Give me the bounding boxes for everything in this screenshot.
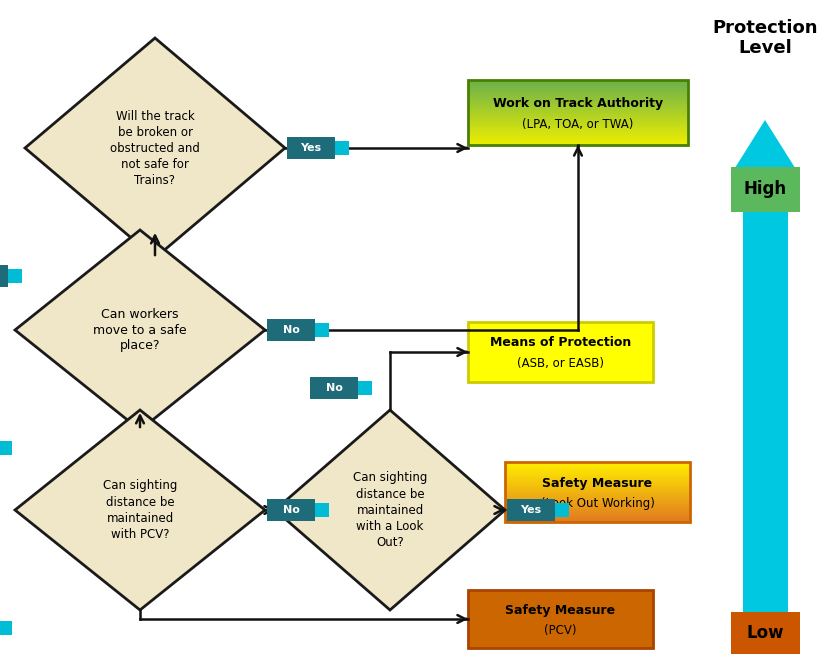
Bar — [358, 381, 372, 395]
Text: Low: Low — [746, 624, 784, 642]
Text: Means of Protection: Means of Protection — [490, 337, 631, 349]
Bar — [468, 322, 653, 382]
Bar — [315, 323, 329, 337]
Text: (Look Out Working): (Look Out Working) — [541, 498, 655, 510]
Bar — [730, 612, 800, 654]
Bar — [468, 80, 688, 145]
Bar — [742, 175, 788, 620]
Bar — [468, 590, 653, 648]
Bar — [315, 503, 329, 517]
Text: (PCV): (PCV) — [544, 624, 577, 637]
Text: (LPA, TOA, or TWA): (LPA, TOA, or TWA) — [522, 118, 634, 130]
Bar — [505, 462, 690, 522]
Bar — [555, 503, 569, 517]
Bar — [267, 319, 315, 341]
Text: Work on Track Authority: Work on Track Authority — [493, 97, 663, 110]
Text: (ASB, or EASB): (ASB, or EASB) — [517, 357, 604, 371]
Bar — [287, 137, 335, 159]
Polygon shape — [275, 410, 505, 610]
Bar — [310, 377, 358, 399]
Bar — [730, 167, 800, 212]
Bar — [0, 441, 12, 455]
Text: Can sighting
distance be
maintained
with PCV?: Can sighting distance be maintained with… — [103, 480, 177, 541]
Polygon shape — [730, 120, 800, 175]
Polygon shape — [15, 410, 265, 610]
Text: Yes: Yes — [521, 505, 542, 515]
Bar — [507, 499, 555, 521]
Bar — [0, 621, 12, 635]
Text: Can workers
move to a safe
place?: Can workers move to a safe place? — [93, 308, 187, 353]
Text: Protection
Level: Protection Level — [712, 19, 818, 58]
Text: High: High — [744, 181, 786, 199]
Text: No: No — [283, 325, 300, 335]
Bar — [8, 269, 22, 283]
Bar — [335, 141, 349, 155]
Bar — [267, 499, 315, 521]
Polygon shape — [15, 230, 265, 430]
Text: Will the track
be broken or
obstructed and
not safe for
Trains?: Will the track be broken or obstructed a… — [110, 110, 200, 187]
Text: Yes: Yes — [300, 143, 321, 153]
Polygon shape — [25, 38, 285, 258]
Text: No: No — [325, 383, 343, 393]
Bar — [0, 265, 8, 287]
Text: Safety Measure: Safety Measure — [505, 604, 616, 617]
Text: Can sighting
distance be
maintained
with a Look
Out?: Can sighting distance be maintained with… — [353, 472, 427, 549]
Text: No: No — [283, 505, 300, 515]
Text: Safety Measure: Safety Measure — [542, 476, 652, 490]
